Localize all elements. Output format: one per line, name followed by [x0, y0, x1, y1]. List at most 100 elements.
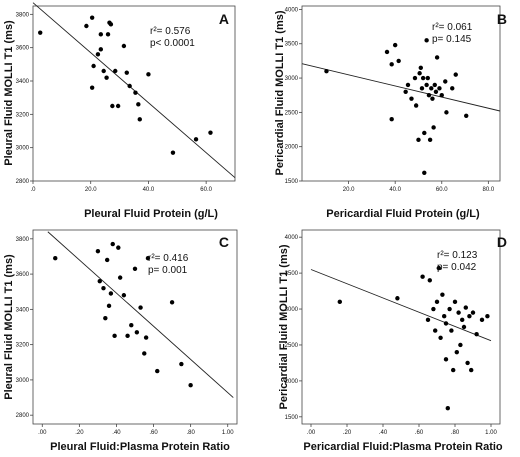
data-point: [417, 71, 422, 76]
x-tick-label: .20: [343, 430, 352, 436]
regression-line: [47, 231, 234, 398]
stats-line: p< 0.0001: [150, 38, 195, 49]
x-tick-label: 1.00: [485, 430, 497, 436]
x-axis-label: Pleural Fluid:Plasma Protein Ratio: [50, 441, 230, 453]
x-axis-label: Pericardial Fluid Protein (g/L): [326, 208, 480, 220]
data-point: [89, 85, 95, 90]
data-point: [389, 62, 394, 67]
data-point: [136, 102, 141, 107]
data-point: [121, 43, 127, 49]
x-axis-label: Pleural Fluid Protein (g/L): [84, 208, 218, 220]
data-point: [458, 342, 463, 348]
data-point: [479, 317, 485, 323]
data-point: [125, 333, 130, 339]
data-point: [121, 293, 127, 298]
data-point: [124, 70, 129, 75]
data-point: [129, 323, 134, 328]
y-tick-label: 3000: [285, 307, 299, 313]
data-point: [115, 103, 121, 109]
data-point: [396, 58, 401, 64]
stats-line: r²= 0.123: [437, 250, 478, 261]
data-point: [438, 335, 443, 340]
x-tick-label: .80: [451, 430, 460, 436]
y-tick-label: 4000: [285, 7, 299, 13]
y-axis-label: Pleural Fluid MOLLI T1 (ms): [3, 254, 15, 400]
x-tick-label: .40: [379, 430, 388, 436]
data-point: [453, 72, 458, 77]
data-point: [433, 89, 439, 94]
data-point: [434, 299, 440, 305]
data-point: [104, 75, 109, 80]
data-point: [424, 38, 429, 43]
data-point: [145, 256, 151, 261]
data-point: [460, 317, 465, 323]
data-point: [133, 90, 138, 95]
y-axis-label: Pericardial Fluid MOLLI T1 (ms): [278, 244, 290, 409]
data-point: [89, 15, 95, 20]
data-point: [439, 93, 444, 98]
regression-line: [310, 269, 492, 342]
data-point: [106, 303, 112, 309]
data-point: [409, 96, 414, 101]
y-tick-label: 2500: [285, 343, 299, 349]
data-point: [443, 321, 449, 326]
y-tick-label: 3200: [16, 343, 30, 349]
y-tick-label: 3000: [285, 76, 299, 82]
stats-line: r²= 0.061: [432, 22, 473, 33]
data-point: [420, 75, 426, 81]
y-tick-label: 2800: [16, 179, 30, 185]
data-point: [101, 68, 106, 74]
data-point: [467, 314, 472, 319]
data-point: [443, 79, 448, 84]
x-tick-label: 80.0: [483, 187, 495, 193]
data-point: [113, 68, 118, 74]
stats-line: p= 0.001: [148, 265, 188, 276]
data-point: [424, 82, 429, 88]
data-point: [95, 248, 101, 254]
data-point: [452, 299, 458, 305]
data-point: [324, 68, 329, 74]
data-point: [434, 55, 440, 60]
data-point: [425, 317, 431, 323]
data-point: [395, 296, 400, 301]
data-point: [431, 306, 436, 312]
y-tick-label: 2800: [16, 413, 30, 419]
data-point: [392, 42, 398, 48]
data-point: [436, 265, 441, 271]
stats-line: p= 0.145: [432, 34, 472, 45]
y-tick-label: 4000: [285, 235, 299, 241]
x-tick-label: .0: [30, 187, 36, 193]
data-point: [170, 150, 176, 155]
panel-b: 20.0 40.0 60.0 80.0 1500 2000 2500 3000 3500 4000…: [274, 5, 507, 220]
stats-line: p= 0.042: [437, 262, 477, 273]
panel-letter: C: [219, 234, 229, 250]
y-tick-label: 3200: [16, 112, 30, 118]
x-tick-label: 20.0: [85, 187, 97, 193]
data-point: [112, 333, 117, 339]
y-tick-label: 3400: [16, 79, 30, 85]
plot-frame: [301, 229, 501, 425]
x-tick-label: 40.0: [389, 187, 401, 193]
data-point: [429, 86, 434, 91]
panel-letter: B: [497, 11, 507, 27]
data-point: [101, 286, 106, 291]
x-axis-label: Pericardial Fluid:Plasma Protein Ratio: [303, 441, 503, 453]
y-axis-label: Pleural Fluid MOLLI T1 (ms): [3, 20, 15, 166]
data-point: [155, 368, 160, 374]
data-point: [427, 137, 433, 143]
data-point: [442, 314, 447, 319]
x-tick-label: .60: [415, 430, 424, 436]
data-point: [193, 137, 199, 142]
data-point: [142, 351, 147, 356]
data-point: [405, 82, 411, 88]
data-point: [98, 32, 104, 37]
data-point: [433, 328, 438, 333]
data-point: [427, 278, 432, 283]
data-point: [188, 383, 193, 388]
panel-letter: A: [219, 11, 229, 27]
y-tick-label: 3600: [16, 46, 30, 52]
data-point: [98, 47, 104, 52]
data-point: [425, 75, 430, 81]
data-point: [91, 63, 96, 69]
y-tick-label: 2500: [285, 110, 299, 116]
